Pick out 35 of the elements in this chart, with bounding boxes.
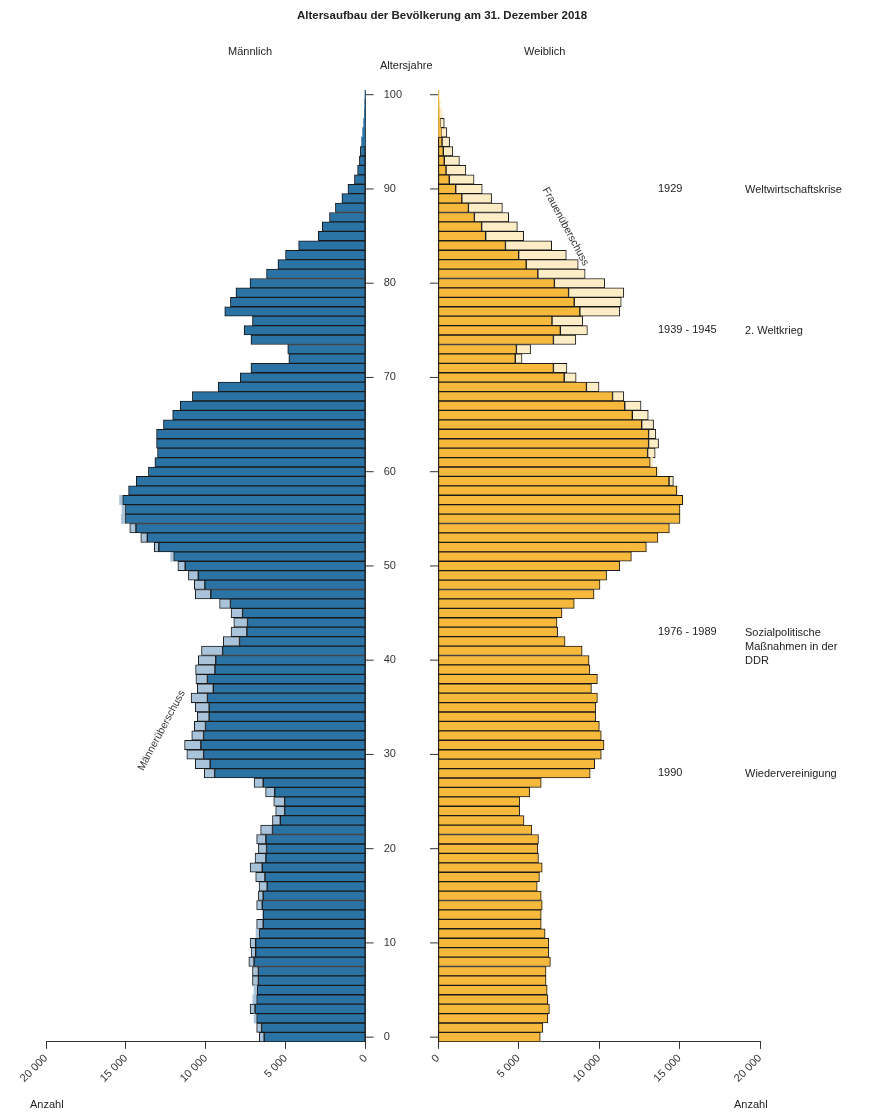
y-tick-label: 50 bbox=[383, 558, 396, 571]
y-tick-label: 20 bbox=[383, 841, 396, 854]
y-tick-label: 10 bbox=[383, 935, 396, 948]
x-tick-label: 20 000 bbox=[731, 1051, 764, 1084]
y-tick-label: 0 bbox=[383, 1030, 390, 1043]
x-axis-title: Anzahl bbox=[30, 1098, 64, 1110]
y-axis-title: Altersjahre bbox=[380, 59, 433, 71]
annotation: 1929 bbox=[658, 181, 683, 194]
chart-subtitle: Männlich bbox=[228, 45, 273, 57]
x-axis-title: Anzahl bbox=[734, 1098, 768, 1110]
y-tick-label: 60 bbox=[383, 464, 396, 477]
annotation: Weltwirtschaftskrise bbox=[745, 181, 843, 196]
annotation: 1976 - 1989 bbox=[658, 624, 717, 637]
y-tick-label: 80 bbox=[383, 276, 396, 289]
annotation: 1939 - 1945 bbox=[658, 323, 717, 336]
y-tick-label: 90 bbox=[383, 181, 396, 194]
x-tick-label: 0 bbox=[428, 1051, 442, 1065]
x-tick-label: 15 000 bbox=[97, 1051, 130, 1084]
annotation: 1990 bbox=[658, 766, 683, 779]
x-tick-label: 10 000 bbox=[570, 1051, 603, 1084]
y-tick-label: 40 bbox=[383, 653, 396, 666]
text: Altersaufbau der Bevölkerung am 31. Dezember 2018 bbox=[295, 9, 589, 21]
y-tick-label: 100 bbox=[383, 87, 403, 100]
annotation: Sozialpolitische Maßnahmen in der DDR bbox=[745, 624, 839, 667]
x-tick-label: 5 000 bbox=[261, 1051, 290, 1080]
chart-subtitle: Weiblich bbox=[524, 45, 566, 57]
x-tick-label: 15 000 bbox=[650, 1051, 684, 1084]
x-tick-label: 5 000 bbox=[494, 1051, 523, 1080]
x-tick-label: 0 bbox=[356, 1051, 370, 1065]
y-tick-label: 30 bbox=[383, 747, 396, 760]
y-tick-label: 70 bbox=[383, 370, 396, 383]
annotation: Wiedervereinigung bbox=[745, 766, 838, 781]
x-tick-label: 20 000 bbox=[17, 1051, 50, 1084]
annotation: 2. Weltkrieg bbox=[745, 323, 804, 338]
x-tick-label: 10 000 bbox=[177, 1051, 210, 1084]
